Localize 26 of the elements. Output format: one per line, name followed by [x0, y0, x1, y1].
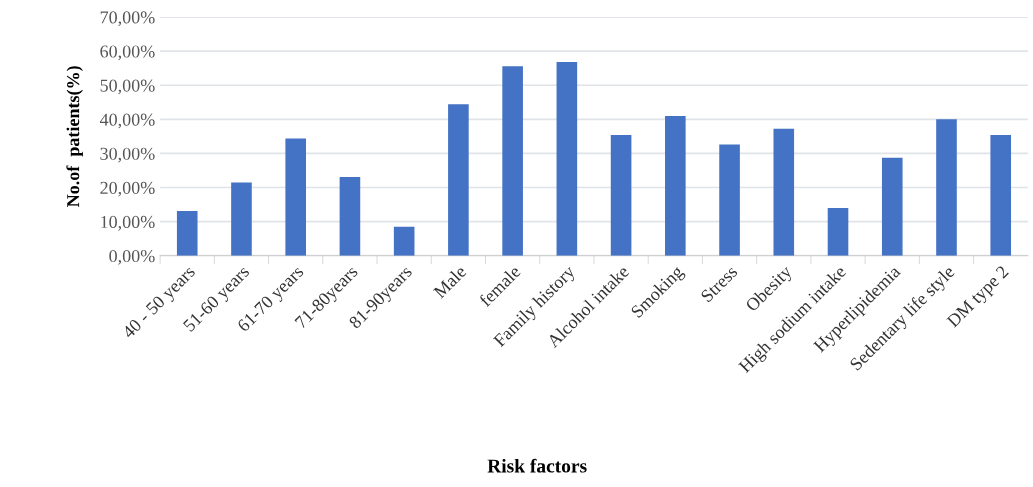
bar: [827, 207, 849, 256]
bar: [556, 62, 578, 256]
x-axis-title: Risk factors: [487, 458, 587, 473]
y-tick-label: 10,00%: [101, 215, 155, 231]
bar: [393, 226, 415, 256]
bar: [231, 182, 252, 256]
y-tick-label: 60,00%: [100, 45, 155, 61]
bar: [773, 128, 795, 256]
bar: [502, 66, 523, 256]
y-tick-label: 70,00%: [100, 11, 155, 27]
bar: [285, 138, 306, 256]
bar: [610, 135, 632, 256]
y-tick-label: 20,00%: [100, 181, 155, 197]
y-tick-label: 30,00%: [100, 147, 155, 163]
bar: [936, 119, 957, 256]
y-axis-title: No.of patients(%): [66, 66, 83, 207]
bar: [339, 176, 361, 256]
bar: [448, 104, 469, 256]
bar: [176, 211, 198, 256]
y-tick-label: 40,00%: [99, 113, 155, 129]
y-tick-label: 50,00%: [100, 79, 155, 95]
bar: [665, 115, 686, 256]
bar: [990, 135, 1012, 256]
bar: [719, 144, 740, 256]
y-tick-label: 0,00%: [109, 249, 155, 265]
bar: [881, 157, 903, 256]
